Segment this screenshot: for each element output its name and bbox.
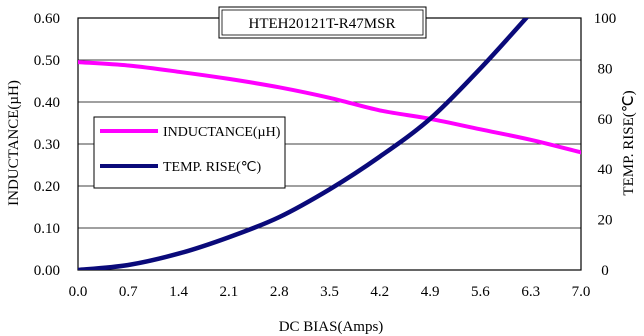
y-right-tick-labels: 0 20 40 60 80 100: [594, 11, 617, 279]
y-right-tick-label: 20: [598, 213, 613, 229]
chart-title: HTEH20121T-R47MSR: [249, 16, 396, 32]
inductance-line: [78, 60, 581, 155]
x-tick-label: 2.1: [220, 284, 239, 300]
y-right-tick-label: 0: [601, 263, 609, 279]
x-axis-label: DC BIAS(Amps): [279, 319, 384, 335]
y-left-tick-labels: 0.00 0.10 0.20 0.30 0.40 0.50 0.60: [34, 11, 60, 279]
y-left-tick-label: 0.40: [34, 95, 60, 111]
x-tick-labels: 0.0 0.7 1.4 2.1 2.8 3.5 4.2 4.9 5.6 6.3 7.0: [69, 284, 591, 300]
y-left-axis-label: INDUCTANCE(µH): [6, 80, 22, 206]
x-tick-label: 4.2: [370, 284, 389, 300]
y-right-tick-label: 100: [594, 11, 617, 27]
x-tick-label: 3.5: [320, 284, 339, 300]
y-right-tick-label: 40: [598, 162, 613, 178]
y-right-tick-label: 80: [598, 61, 613, 77]
x-tick-label: 0.0: [69, 284, 88, 300]
y-left-tick-label: 0.50: [34, 53, 60, 69]
y-right-axis-label: TEMP. RISE(℃): [621, 90, 637, 195]
y-left-tick-label: 0.30: [34, 137, 60, 153]
y-left-tick-label: 0.10: [34, 221, 60, 237]
y-left-tick-label: 0.60: [34, 11, 60, 27]
y-right-tick-label: 60: [598, 112, 613, 128]
temp-rise-line: [78, 18, 530, 270]
x-tick-label: 7.0: [572, 284, 591, 300]
legend-label-inductance: INDUCTANCE(µH): [163, 125, 281, 140]
y-left-tick-label: 0.00: [34, 263, 60, 279]
x-tick-label: 4.9: [421, 284, 440, 300]
y-left-tick-label: 0.20: [34, 179, 60, 195]
chart-title-box: HTEH20121T-R47MSR: [218, 6, 427, 39]
legend: INDUCTANCE(µH) TEMP. RISE(℃): [93, 116, 286, 189]
x-tick-label: 1.4: [169, 284, 188, 300]
x-tick-label: 2.8: [270, 284, 289, 300]
x-tick-label: 6.3: [521, 284, 540, 300]
series-lines: [78, 18, 581, 270]
legend-label-temp-rise: TEMP. RISE(℃): [163, 160, 262, 175]
x-tick-label: 0.7: [119, 284, 138, 300]
x-tick-label: 5.6: [471, 284, 490, 300]
